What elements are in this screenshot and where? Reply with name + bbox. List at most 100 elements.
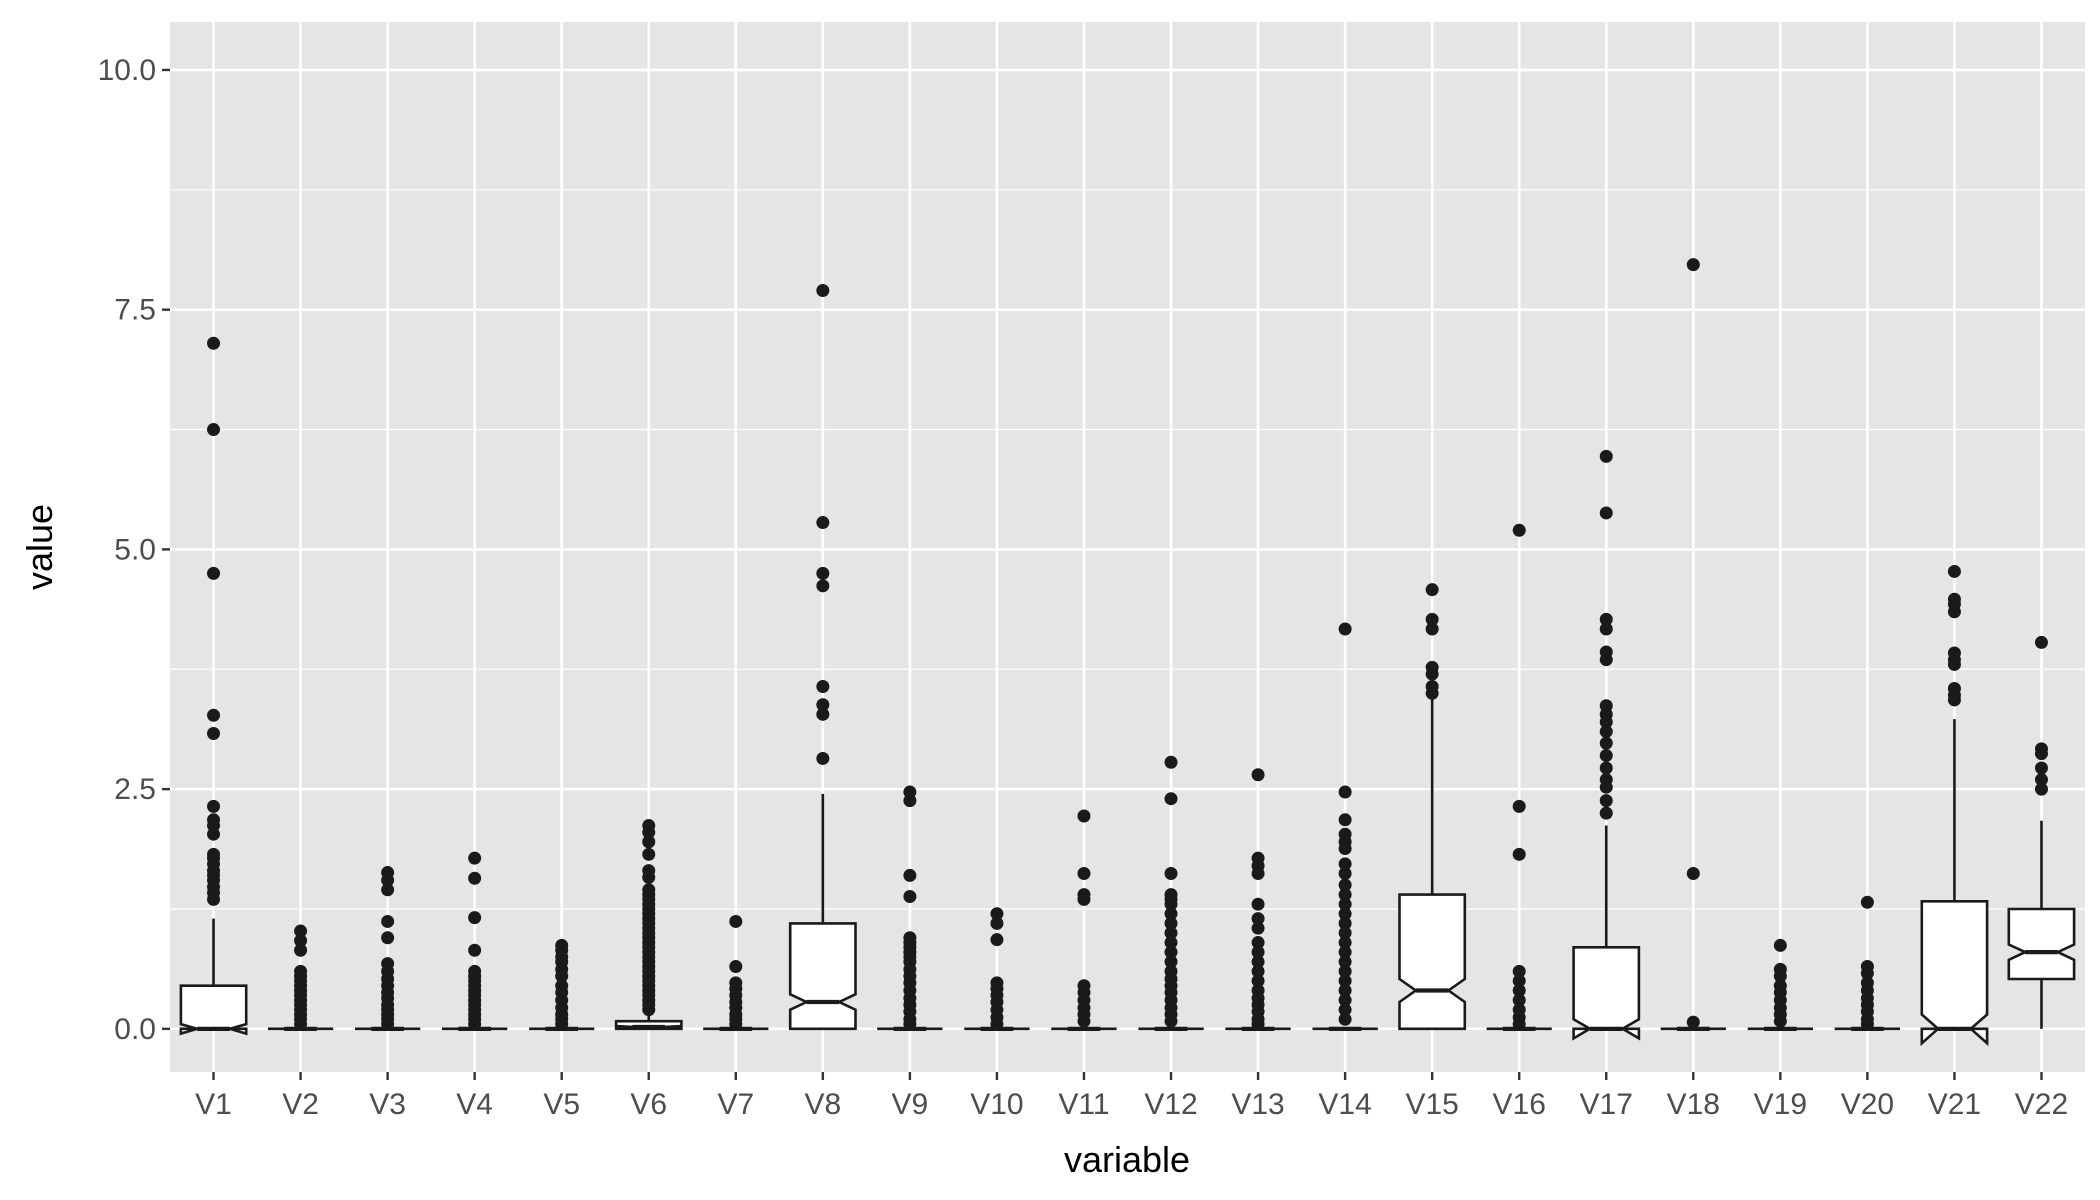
outlier-point (2034, 747, 2048, 761)
outlier-point (468, 871, 482, 885)
outlier-point (1599, 449, 1613, 463)
x-tick-label-v19: V19 (1754, 1088, 1807, 1121)
x-axis: V1 V2 V3 V4 V5 V6 V7 V8 V9 V10 V11 V12 V13 V14 V15 V16 V… (195, 1072, 2068, 1121)
outlier-point (207, 727, 221, 741)
y-tick-label: 2.5 (114, 773, 156, 806)
outlier-point (294, 924, 308, 938)
x-tick-label-v10: V10 (970, 1088, 1023, 1121)
outlier-point (1599, 622, 1613, 636)
outlier-point (1512, 964, 1526, 978)
outlier-point (816, 516, 830, 530)
outlier-point (642, 870, 656, 884)
outlier-point (1599, 725, 1613, 739)
outlier-point (381, 931, 395, 945)
outlier-point (1251, 867, 1265, 881)
box-v21 (1920, 564, 1989, 1047)
outlier-point (1164, 867, 1178, 881)
box-v15 (1398, 583, 1467, 1031)
outlier-point (816, 283, 830, 297)
outlier-point (381, 1017, 395, 1031)
x-tick-label-v3: V3 (369, 1088, 406, 1121)
outlier-point (1599, 794, 1613, 808)
box-body (1572, 945, 1641, 1041)
outlier-point (642, 835, 656, 849)
outlier-point (1077, 867, 1091, 881)
outlier-point (1077, 892, 1091, 906)
outlier-point (1512, 1017, 1526, 1031)
outlier-point (1338, 974, 1352, 988)
box-v5 (529, 938, 595, 1031)
outlier-point (816, 566, 830, 580)
plot-panel (170, 22, 2085, 1072)
outlier-point (1164, 916, 1178, 930)
minor-gridlines (170, 189, 2085, 910)
outlier-point (1512, 993, 1526, 1007)
outlier-point (816, 751, 830, 765)
outlier-point (729, 960, 743, 974)
outlier-point (1338, 907, 1352, 921)
outlier-point (1773, 938, 1787, 952)
y-axis-title: value (19, 504, 60, 590)
x-tick-label-v13: V13 (1231, 1088, 1284, 1121)
box-v7 (703, 914, 769, 1031)
outlier-point (642, 825, 656, 839)
outlier-point (1947, 605, 1961, 619)
outlier-point (642, 1003, 656, 1017)
box-v1 (179, 336, 248, 1036)
box-v20 (1834, 895, 1900, 1031)
outlier-point (1164, 792, 1178, 806)
outlier-point (642, 847, 656, 861)
outlier-point (1512, 974, 1526, 988)
outlier-point (1164, 936, 1178, 950)
outlier-point (990, 933, 1004, 947)
outlier-point (1251, 921, 1265, 935)
outlier-point (1947, 693, 1961, 707)
outlier-point (1338, 945, 1352, 959)
box-v6 (614, 819, 683, 1031)
box-v9 (877, 785, 943, 1031)
outlier-point (990, 916, 1004, 930)
outlier-point (729, 1017, 743, 1031)
outlier-point (903, 1017, 917, 1031)
outlier-point (990, 1017, 1004, 1031)
outlier-point (468, 851, 482, 865)
x-tick-label-v6: V6 (630, 1088, 667, 1121)
outlier-point (1251, 974, 1265, 988)
x-tick-label-v12: V12 (1144, 1088, 1197, 1121)
outlier-point (555, 1017, 569, 1031)
x-tick-label-v11: V11 (1058, 1088, 1109, 1121)
box-v8 (788, 283, 857, 1031)
x-tick-label-v5: V5 (543, 1088, 580, 1121)
x-tick-label-v9: V9 (892, 1088, 929, 1121)
outlier-point (1599, 612, 1613, 626)
outlier-point (1599, 780, 1613, 794)
x-tick-label-v14: V14 (1318, 1088, 1371, 1121)
outlier-point (1512, 847, 1526, 861)
outlier-point (2034, 782, 2048, 796)
outlier-point (1338, 785, 1352, 799)
outlier-point (1338, 857, 1352, 871)
outlier-point (294, 1017, 308, 1031)
y-tick-label: 10.0 (98, 54, 156, 87)
outlier-point (555, 969, 569, 983)
box-body (179, 984, 248, 1036)
box-v13 (1225, 768, 1291, 1031)
outlier-point (1338, 878, 1352, 892)
outlier-point (207, 423, 221, 437)
outlier-point (1338, 888, 1352, 902)
box-body (1398, 893, 1467, 1031)
x-tick-label-v21: V21 (1928, 1088, 1981, 1121)
box-v3 (355, 866, 421, 1031)
x-tick-label-v20: V20 (1841, 1088, 1894, 1121)
outlier-point (903, 890, 917, 904)
x-tick-label-v17: V17 (1580, 1088, 1633, 1121)
outlier-point (1686, 867, 1700, 881)
outlier-point (1164, 907, 1178, 921)
box-v22 (2007, 635, 2076, 1029)
outlier-point (1338, 1012, 1352, 1026)
outlier-point (1599, 761, 1613, 775)
outlier-point (816, 579, 830, 593)
outlier-point (1860, 895, 1874, 909)
outlier-point (468, 943, 482, 957)
